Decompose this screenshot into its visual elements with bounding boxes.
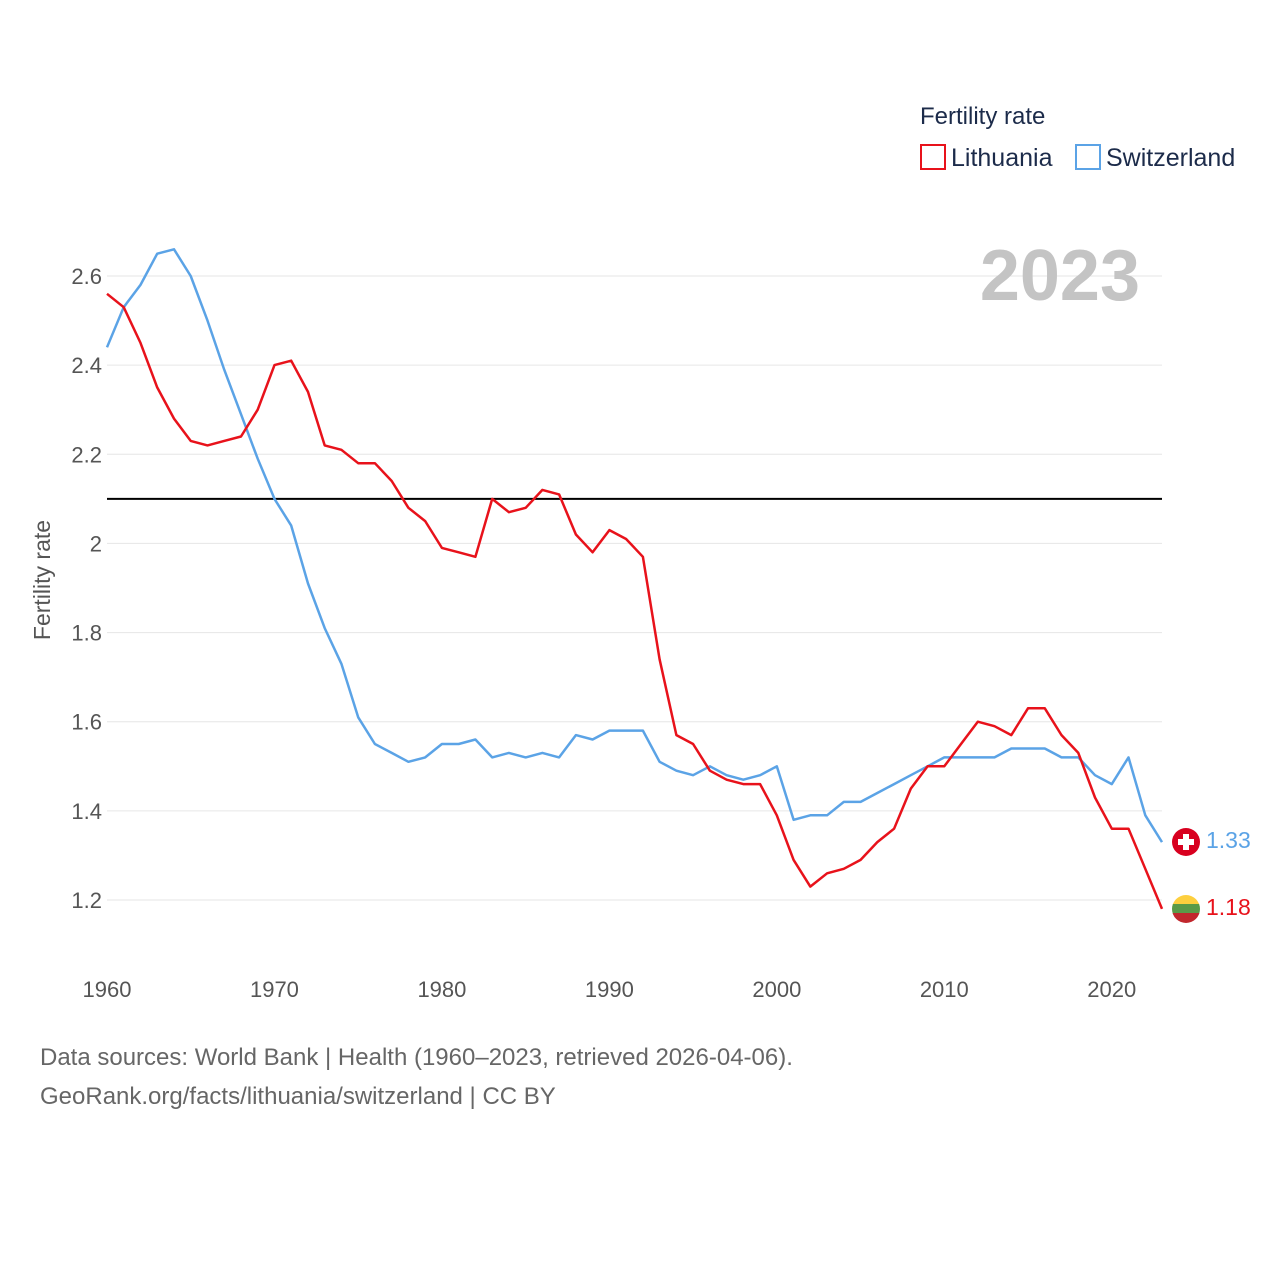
end-value-switzerland: 1.33 <box>1206 827 1251 853</box>
year-watermark: 2023 <box>980 236 1140 316</box>
legend-swatch-switzerland <box>1075 144 1101 170</box>
y-axis-title: Fertility rate <box>29 520 55 640</box>
switzerland-flag-icon <box>1172 828 1200 856</box>
y-tick-label: 2.4 <box>71 353 102 378</box>
x-axis-ticks: 1960 1970 1980 1990 2000 2010 2020 <box>83 977 1137 1002</box>
end-value-lithuania: 1.18 <box>1206 894 1251 920</box>
legend: Fertility rate Lithuania Switzerland <box>920 103 1235 172</box>
x-tick-label: 1970 <box>250 977 299 1002</box>
legend-swatch-lithuania <box>920 144 946 170</box>
gridlines <box>107 275 1162 901</box>
y-tick-label: 2.6 <box>71 264 102 289</box>
lithuania-flag-icon <box>1172 895 1200 923</box>
fertility-rate-chart: 1.2 1.4 1.6 1.8 2 2.2 2.4 2.6 1960 1970 1980 1990 2… <box>29 103 1251 1002</box>
data-sources-note: Data sources: World Bank | Health (1960–… <box>40 1044 793 1071</box>
x-tick-label: 2020 <box>1087 977 1136 1002</box>
y-tick-label: 2.2 <box>71 442 102 467</box>
y-tick-label: 1.8 <box>71 621 102 646</box>
legend-label-lithuania: Lithuania <box>951 144 1053 172</box>
y-tick-label: 1.4 <box>71 799 102 824</box>
legend-title: Fertility rate <box>920 103 1045 130</box>
legend-label-switzerland: Switzerland <box>1106 144 1235 172</box>
x-tick-label: 1960 <box>83 977 132 1002</box>
x-tick-label: 1990 <box>585 977 634 1002</box>
credit-link[interactable]: GeoRank.org/facts/lithuania/switzerland … <box>40 1083 556 1110</box>
y-tick-label: 1.6 <box>71 710 102 735</box>
legend-item-switzerland[interactable]: Switzerland <box>1075 144 1235 172</box>
x-tick-label: 2010 <box>920 977 969 1002</box>
y-axis-ticks: 1.2 1.4 1.6 1.8 2 2.2 2.4 2.6 <box>71 264 102 913</box>
x-tick-label: 1980 <box>417 977 466 1002</box>
y-tick-label: 1.2 <box>71 888 102 913</box>
y-tick-label: 2 <box>90 531 102 556</box>
x-tick-label: 2000 <box>752 977 801 1002</box>
series-line-switzerland <box>105 248 1164 843</box>
series-line-lithuania <box>106 292 1164 910</box>
legend-item-lithuania[interactable]: Lithuania <box>920 144 1053 172</box>
